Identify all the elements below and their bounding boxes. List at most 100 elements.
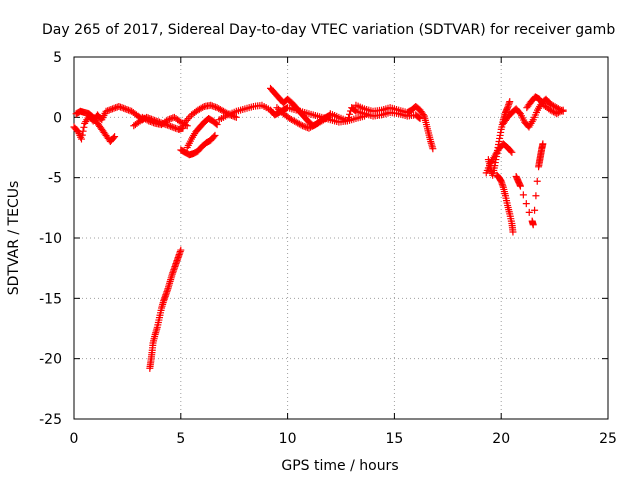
data-point-marker xyxy=(145,117,153,125)
data-point xyxy=(208,102,216,110)
data-point xyxy=(165,122,173,130)
data-point xyxy=(124,106,132,114)
data-point-marker xyxy=(77,135,85,143)
data-point xyxy=(184,115,192,123)
series-sat-e xyxy=(146,246,185,372)
data-points xyxy=(70,84,567,372)
y-tick-label: -25 xyxy=(39,412,62,428)
data-point-marker xyxy=(115,102,123,110)
data-point xyxy=(80,123,88,131)
data-point-marker xyxy=(273,104,281,112)
data-point xyxy=(212,120,220,128)
x-axis-title: GPS time / hours xyxy=(281,458,398,474)
data-point xyxy=(346,110,354,118)
axis-ticks: 0 5 10 15 20 25 5 0 -5 -10 -15 -20 -25 xyxy=(39,50,617,447)
data-point xyxy=(104,107,112,115)
data-point xyxy=(146,118,154,126)
data-point xyxy=(351,106,359,114)
data-point xyxy=(275,105,283,113)
series-sat-k xyxy=(273,104,332,132)
data-point-marker xyxy=(108,105,116,113)
series-sat-o xyxy=(482,140,516,177)
data-point-marker xyxy=(232,113,240,121)
data-point xyxy=(419,111,427,119)
y-tick-label: -10 xyxy=(39,231,62,247)
data-point xyxy=(171,124,179,132)
data-point-marker xyxy=(211,131,219,139)
x-tick-label: 25 xyxy=(599,431,617,447)
data-point xyxy=(519,191,527,199)
data-point xyxy=(525,208,533,216)
data-point xyxy=(143,116,151,124)
data-point xyxy=(148,118,156,126)
data-point-marker xyxy=(177,246,185,254)
data-point xyxy=(210,133,218,141)
data-point-marker xyxy=(213,121,221,129)
data-point xyxy=(199,103,207,111)
series-sat-a xyxy=(70,102,146,143)
y-axis-title: SDTVAR / TECUs xyxy=(6,181,22,296)
data-point xyxy=(507,147,515,155)
data-point xyxy=(300,122,308,130)
x-tick-label: 15 xyxy=(385,431,403,447)
series-sat-f xyxy=(177,131,219,159)
data-point-marker xyxy=(516,182,524,190)
data-point xyxy=(150,119,158,127)
series-sat-b xyxy=(72,107,119,145)
data-point xyxy=(116,103,124,111)
grid xyxy=(74,57,608,419)
data-point xyxy=(120,104,128,112)
data-point-marker xyxy=(111,133,119,141)
data-point xyxy=(79,127,87,135)
data-point xyxy=(167,122,175,130)
series-sat-m xyxy=(352,101,437,153)
data-point-marker xyxy=(508,148,516,156)
data-point-marker xyxy=(429,145,437,153)
data-point-marker xyxy=(506,98,514,106)
data-point xyxy=(123,105,131,113)
chart-title: Day 265 of 2017, Sidereal Day-to-day VTE… xyxy=(42,22,615,38)
data-point xyxy=(110,134,118,142)
series-sat-p xyxy=(493,171,517,236)
data-point xyxy=(112,104,120,112)
data-point-marker xyxy=(509,228,517,236)
data-point xyxy=(107,105,115,113)
series-sat-s xyxy=(512,140,547,229)
data-point xyxy=(415,114,423,122)
data-point xyxy=(558,107,566,115)
y-tick-label: -20 xyxy=(39,352,62,368)
data-point xyxy=(297,121,305,129)
data-point-marker xyxy=(168,123,176,131)
y-tick-label: 0 xyxy=(53,110,62,126)
data-point xyxy=(522,200,530,208)
data-point xyxy=(105,106,113,114)
data-point xyxy=(212,103,220,111)
data-point-marker xyxy=(121,105,129,113)
data-point xyxy=(169,114,177,122)
x-tick-label: 20 xyxy=(492,431,510,447)
series-sat-r xyxy=(523,93,567,118)
data-point xyxy=(118,104,126,112)
data-point-marker xyxy=(529,221,537,229)
data-point xyxy=(210,102,218,110)
data-point xyxy=(533,177,541,185)
data-point-marker xyxy=(343,117,351,125)
data-point-marker xyxy=(539,140,547,148)
data-point xyxy=(166,115,174,123)
data-point xyxy=(531,206,539,214)
data-point xyxy=(78,131,86,139)
data-point-marker xyxy=(299,122,307,130)
x-tick-label: 0 xyxy=(70,431,79,447)
data-point-marker xyxy=(102,107,110,115)
data-point-marker xyxy=(324,113,332,121)
x-tick-label: 5 xyxy=(176,431,185,447)
data-point-marker xyxy=(207,101,215,109)
series-sat-g xyxy=(183,115,221,151)
data-point-marker xyxy=(559,106,567,114)
y-tick-label: -5 xyxy=(48,171,62,187)
data-point xyxy=(344,114,352,122)
y-tick-label: -15 xyxy=(39,291,62,307)
y-tick-label: 5 xyxy=(53,50,62,66)
data-point-marker xyxy=(164,116,172,124)
